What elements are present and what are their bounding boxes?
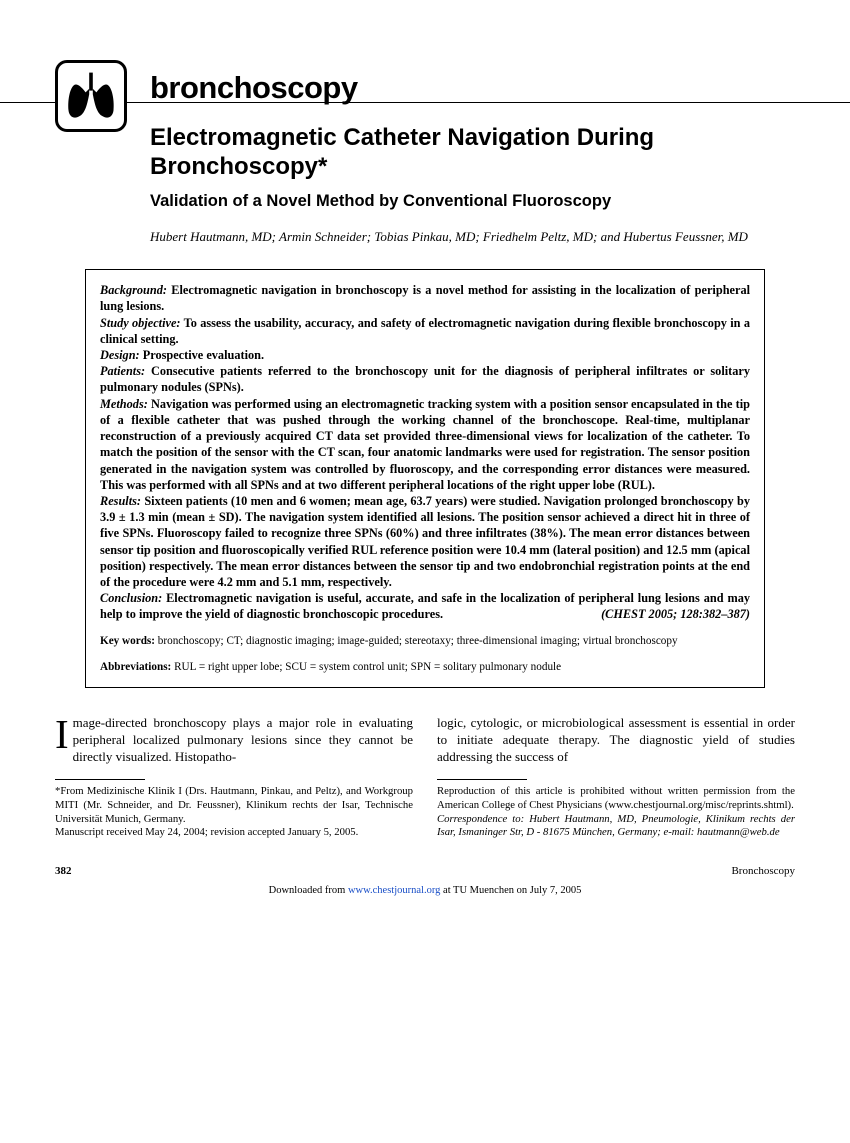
footnote-left: *From Medizinische Klinik I (Drs. Hautma… <box>55 785 413 840</box>
keywords-label: Key words: <box>100 635 155 647</box>
abs-results: Sixteen patients (10 men and 6 women; me… <box>100 494 750 589</box>
authors: Hubert Hautmann, MD; Armin Schneider; To… <box>150 228 795 246</box>
journal-page: bronchoscopy Electromagnetic Catheter Na… <box>0 0 850 918</box>
abstract-box: Background: Electromagnetic navigation i… <box>85 269 765 688</box>
footnote-rule-right <box>437 779 527 780</box>
footnote-rule-left <box>55 779 145 780</box>
abs-design: Prospective evaluation. <box>143 348 264 362</box>
body-col2-text: logic, cytologic, or microbiological ass… <box>437 714 795 765</box>
download-line: Downloaded from www.chestjournal.org at … <box>55 884 795 898</box>
lungs-icon <box>64 69 118 123</box>
article-subtitle: Validation of a Novel Method by Conventi… <box>150 191 795 212</box>
abs-design-label: Design: <box>100 348 140 362</box>
abs-citation: (CHEST 2005; 128:382–387) <box>601 606 750 622</box>
dropcap: I <box>55 714 73 752</box>
abs-patients-label: Patients: <box>100 364 145 378</box>
abs-background-label: Background: <box>100 283 167 297</box>
body-columns: Image-directed bronchoscopy plays a majo… <box>55 714 795 840</box>
section-icon-box <box>55 60 127 132</box>
article-title: Electromagnetic Catheter Navigation Duri… <box>150 124 795 181</box>
abstract-content: Background: Electromagnetic navigation i… <box>100 282 750 675</box>
abs-background: Electromagnetic navigation in bronchosco… <box>100 283 750 313</box>
abbrev-row: Abbreviations: RUL = right upper lobe; S… <box>100 660 750 675</box>
body-col1-text: mage-directed bronchoscopy plays a major… <box>73 715 413 764</box>
footnote-right: Reproduction of this article is prohibit… <box>437 785 795 840</box>
title-block: Electromagnetic Catheter Navigation Duri… <box>150 124 795 245</box>
column-right: logic, cytologic, or microbiological ass… <box>437 714 795 840</box>
header-rule <box>0 102 850 103</box>
abs-methods: Navigation was performed using an electr… <box>100 397 750 492</box>
abbrev-label: Abbreviations: <box>100 661 171 673</box>
footnote-right-p1: Reproduction of this article is prohibit… <box>437 785 795 811</box>
footer-right: Bronchoscopy <box>731 864 795 878</box>
abs-conclusion-label: Conclusion: <box>100 591 162 605</box>
abs-results-label: Results: <box>100 494 141 508</box>
footnote-corr-label: Correspondence to: <box>437 813 529 825</box>
download-link[interactable]: www.chestjournal.org <box>348 885 440 896</box>
column-left: Image-directed bronchoscopy plays a majo… <box>55 714 413 840</box>
abs-patients: Consecutive patients referred to the bro… <box>100 364 750 394</box>
header-section: bronchoscopy Electromagnetic Catheter Na… <box>55 60 795 245</box>
abs-objective: To assess the usability, accuracy, and s… <box>100 316 750 346</box>
abs-objective-label: Study objective: <box>100 316 181 330</box>
abbrev-text: RUL = right upper lobe; SCU = system con… <box>174 661 561 673</box>
download-prefix: Downloaded from <box>269 885 348 896</box>
page-footer: 382 Bronchoscopy <box>55 864 795 878</box>
keywords-text: bronchoscopy; CT; diagnostic imaging; im… <box>158 635 678 647</box>
keywords-row: Key words: bronchoscopy; CT; diagnostic … <box>100 634 750 649</box>
body-para-1: Image-directed bronchoscopy plays a majo… <box>55 714 413 765</box>
download-suffix: at TU Muenchen on July 7, 2005 <box>440 885 581 896</box>
abs-methods-label: Methods: <box>100 397 148 411</box>
page-number: 382 <box>55 864 72 878</box>
